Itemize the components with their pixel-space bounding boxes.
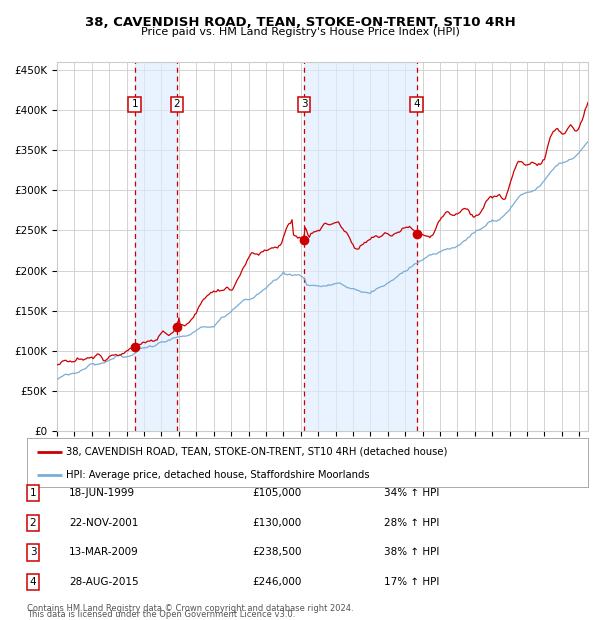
Bar — [304, 62, 416, 431]
Text: 4: 4 — [29, 577, 37, 587]
Text: 3: 3 — [301, 99, 308, 109]
Text: 4: 4 — [413, 99, 420, 109]
Text: 17% ↑ HPI: 17% ↑ HPI — [384, 577, 439, 587]
Text: 38, CAVENDISH ROAD, TEAN, STOKE-ON-TRENT, ST10 4RH: 38, CAVENDISH ROAD, TEAN, STOKE-ON-TRENT… — [85, 16, 515, 29]
Text: 38, CAVENDISH ROAD, TEAN, STOKE-ON-TRENT, ST10 4RH (detached house): 38, CAVENDISH ROAD, TEAN, STOKE-ON-TRENT… — [66, 447, 448, 457]
Text: 38% ↑ HPI: 38% ↑ HPI — [384, 547, 439, 557]
Text: HPI: Average price, detached house, Staffordshire Moorlands: HPI: Average price, detached house, Staf… — [66, 469, 370, 480]
Text: 2: 2 — [173, 99, 180, 109]
Text: 28% ↑ HPI: 28% ↑ HPI — [384, 518, 439, 528]
Text: 1: 1 — [29, 488, 37, 498]
Text: 22-NOV-2001: 22-NOV-2001 — [69, 518, 139, 528]
Bar — [134, 62, 177, 431]
Text: Contains HM Land Registry data © Crown copyright and database right 2024.: Contains HM Land Registry data © Crown c… — [27, 603, 353, 613]
Text: 28-AUG-2015: 28-AUG-2015 — [69, 577, 139, 587]
Text: 34% ↑ HPI: 34% ↑ HPI — [384, 488, 439, 498]
Text: £130,000: £130,000 — [252, 518, 301, 528]
Text: 1: 1 — [131, 99, 138, 109]
Text: £238,500: £238,500 — [252, 547, 302, 557]
Text: 13-MAR-2009: 13-MAR-2009 — [69, 547, 139, 557]
Text: Price paid vs. HM Land Registry's House Price Index (HPI): Price paid vs. HM Land Registry's House … — [140, 27, 460, 37]
Text: 3: 3 — [29, 547, 37, 557]
Text: £246,000: £246,000 — [252, 577, 301, 587]
Text: 2: 2 — [29, 518, 37, 528]
Text: 18-JUN-1999: 18-JUN-1999 — [69, 488, 135, 498]
Text: This data is licensed under the Open Government Licence v3.0.: This data is licensed under the Open Gov… — [27, 610, 295, 619]
Text: £105,000: £105,000 — [252, 488, 301, 498]
